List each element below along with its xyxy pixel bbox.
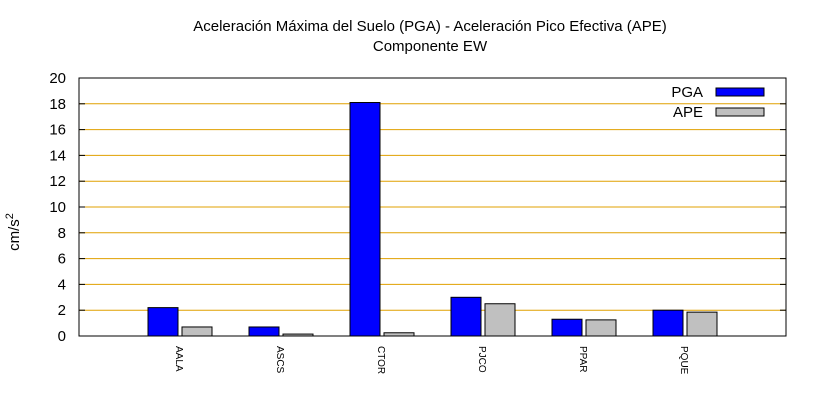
bar-ape-aala <box>181 326 213 337</box>
y-tick-label-8: 8 <box>58 225 66 242</box>
chart-subtitle: Componente EW <box>373 38 488 55</box>
chart-title: Aceleración Máxima del Suelo (PGA) - Ace… <box>193 18 667 35</box>
x-category-label-aala: AALA <box>173 346 184 372</box>
y-axis-label: cm/s2 <box>4 213 23 251</box>
y-tick-label-20: 20 <box>49 70 66 87</box>
y-axis-label-unit: cm/s <box>6 219 23 251</box>
legend-label-ape: APE <box>673 104 703 121</box>
legend-swatch-ape <box>715 107 765 117</box>
bar-pga-aala <box>147 307 179 337</box>
bar-ape-pque <box>686 311 718 337</box>
legend-swatch-pga <box>715 87 765 97</box>
y-tick-label-18: 18 <box>49 96 66 113</box>
y-axis-ticks: 0 2 4 6 8 10 12 14 16 18 20 <box>49 70 786 345</box>
y-tick-label-10: 10 <box>49 199 66 216</box>
y-tick-label-6: 6 <box>58 251 66 268</box>
grid-lines <box>79 103 786 311</box>
bar-pga-ctor <box>349 102 381 337</box>
y-tick-label-12: 12 <box>49 173 66 190</box>
x-category-label-pjco: PJCO <box>476 346 487 373</box>
y-tick-label-14: 14 <box>49 147 66 164</box>
bar-pga-ppar <box>551 318 583 337</box>
y-axis-label-exponent: 2 <box>4 213 16 219</box>
y-tick-label-16: 16 <box>49 122 66 139</box>
x-category-label-ppar: PPAR <box>577 346 588 373</box>
bars <box>147 102 718 337</box>
legend: PGA APE <box>671 84 765 121</box>
x-category-label-ctor: CTOR <box>375 346 386 374</box>
bar-pga-ascs <box>248 326 280 337</box>
y-tick-label-2: 2 <box>58 302 66 319</box>
bar-ape-ppar <box>585 319 617 337</box>
y-tick-label-0: 0 <box>58 328 66 345</box>
x-category-label-pque: PQUE <box>678 346 689 375</box>
bar-ape-pjco <box>484 303 516 337</box>
bar-pga-pque <box>652 309 684 337</box>
bar-pga-pjco <box>450 296 482 337</box>
y-tick-label-4: 4 <box>58 276 66 293</box>
x-category-label-ascs: ASCS <box>274 346 285 374</box>
legend-label-pga: PGA <box>671 84 703 101</box>
x-axis-categories: AALA ASCS CTOR PJCO PPAR PQUE <box>173 346 689 375</box>
